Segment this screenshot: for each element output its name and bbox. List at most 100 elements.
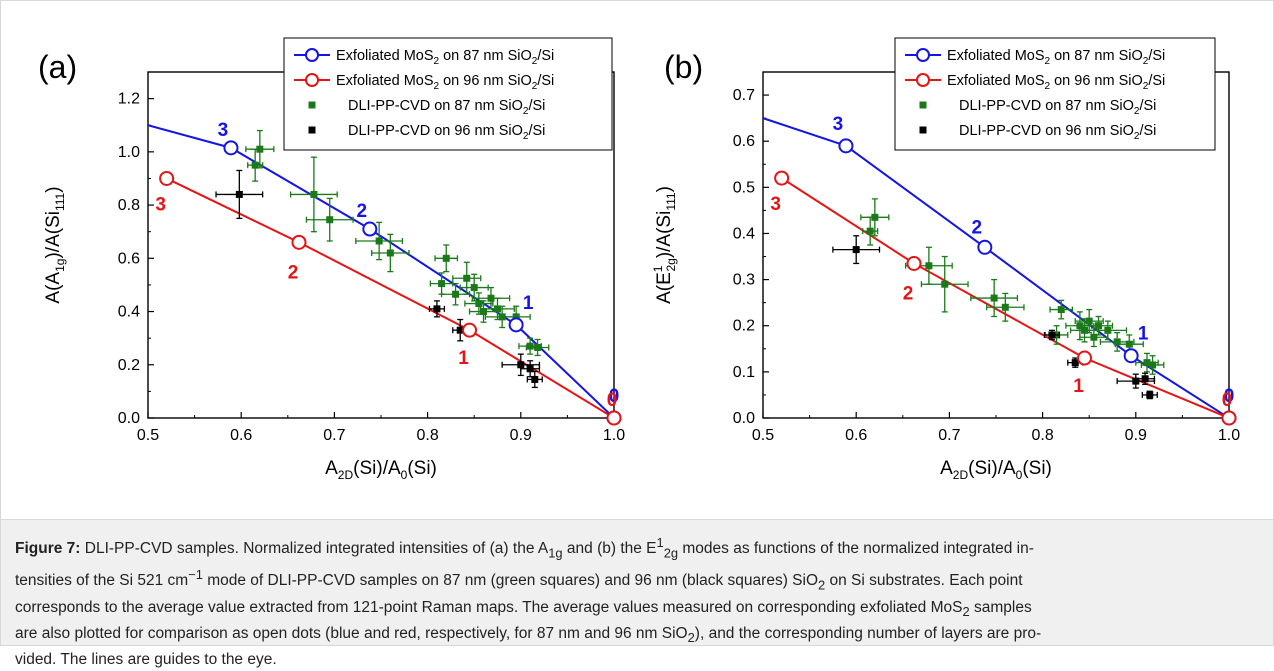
y-tick-label: 0.0 <box>118 410 140 427</box>
legend-text-dli87: DLI-PP-CVD on 87 nm SiO2/Si <box>959 98 1156 117</box>
legend-sub: 2 <box>1143 81 1149 92</box>
x-tick-label: 0.7 <box>938 427 960 444</box>
dli87-point <box>438 280 446 288</box>
exf87-point <box>1123 348 1139 364</box>
y-label-sub: 111 <box>53 192 67 211</box>
exf96-layer-label: 0 <box>1222 390 1233 411</box>
y-tick-label: 0.5 <box>733 179 755 196</box>
exf96-layer-label: 3 <box>770 194 781 215</box>
dli96-point <box>433 305 441 313</box>
exf96-point <box>159 170 175 186</box>
dli87-point <box>1143 359 1151 367</box>
caption-sub-3: 2 <box>818 577 826 593</box>
dli87-point <box>442 254 450 262</box>
x-label-sub: 2D <box>338 468 354 482</box>
exf96-point <box>291 234 307 250</box>
exf87-layer-label: 3 <box>218 120 229 141</box>
y-label-part: ) <box>654 186 675 192</box>
legend-sub: 2 <box>1134 131 1140 142</box>
x-tick-label: 0.8 <box>416 427 438 444</box>
exf96-layer-label: 1 <box>1073 376 1084 397</box>
dli87-point <box>1076 322 1084 330</box>
legend-sub: 2 <box>1134 106 1140 117</box>
dli96-point <box>852 246 860 254</box>
legend-sub: 2 <box>523 106 529 117</box>
exf96-layer-label: 0 <box>607 390 618 411</box>
y-axis-label: A(A1g)/A(Si111) <box>43 186 67 303</box>
exf87-layer-label: 1 <box>523 293 534 314</box>
legend-part: /Si <box>528 98 545 114</box>
dli87-point <box>1081 326 1089 334</box>
caption-text-1: DLI-PP-CVD samples. Normalized integrate… <box>80 540 549 558</box>
dli96-point <box>1071 359 1079 367</box>
legend-part: /Si <box>1148 48 1165 64</box>
caption-sup-1: 1 <box>656 535 664 550</box>
y-tick-label: 0.4 <box>118 304 140 321</box>
dli87-point <box>251 161 259 169</box>
series-line-exf96 <box>781 177 1229 418</box>
y-label-part: A(E <box>654 272 675 304</box>
chart-panel-b: 0.5 0.6 0.7 0.8 0.9 1.0 0.0 0.1 0.2 0.3 0.4 0.5 0.6 0… <box>651 37 1240 482</box>
legend-part: Exfoliated MoS <box>336 48 434 64</box>
legend-part: Exfoliated MoS <box>947 73 1045 89</box>
exf87-layer-label: 2 <box>357 201 368 222</box>
y-label-sub: 2g <box>664 258 678 271</box>
legend-text-dli87: DLI-PP-CVD on 87 nm SiO2/Si <box>348 98 545 117</box>
x-axis-label: A2D(Si)/A0(Si) <box>325 458 437 482</box>
exf87-point <box>223 140 239 156</box>
legend-part: Exfoliated MoS <box>947 48 1045 64</box>
dli87-point <box>866 227 874 235</box>
y-tick-label: 0.1 <box>733 364 755 381</box>
dli96-point <box>235 190 243 198</box>
legend-text-exf87: Exfoliated MoS2 on 87 nm SiO2/Si <box>336 48 554 67</box>
legend-marker-dli87 <box>308 101 316 109</box>
dli87-point <box>470 284 478 292</box>
dli87-point <box>990 294 998 302</box>
legend-part: Exfoliated MoS <box>336 73 434 89</box>
caption-text-5: on Si substrates. Each point <box>825 572 1023 590</box>
x-tick-label: 0.8 <box>1031 427 1053 444</box>
legend-part: on 96 nm SiO <box>1050 73 1143 89</box>
chart-panel-a: 0.5 0.6 0.7 0.8 0.9 1.0 0.0 0.2 0.4 0.6 0.8 1.0 1.2 (… <box>38 37 625 482</box>
charts-svg: 0.5 0.6 0.7 0.8 0.9 1.0 0.0 0.2 0.4 0.6 0.8 1.0 1.2 (… <box>38 37 1240 482</box>
legend-part: /Si <box>1139 123 1156 139</box>
exf96-point <box>606 410 622 426</box>
caption-sub-5: 2 <box>687 629 695 645</box>
exf87-point <box>362 221 378 237</box>
legend-text-dli96: DLI-PP-CVD on 96 nm SiO2/Si <box>959 123 1156 142</box>
x-tick-label: 1.0 <box>603 427 625 444</box>
x-tick-label: 0.7 <box>323 427 345 444</box>
caption-figure-label: Figure 7: <box>15 540 81 558</box>
legend-sub: 2 <box>532 56 538 67</box>
x-tick-label: 0.5 <box>137 427 159 444</box>
exf96-point <box>1077 350 1093 366</box>
caption-line-4: are also plotted for comparison as open … <box>15 624 688 642</box>
legend-sub: 2 <box>434 81 440 92</box>
y-tick-label: 0.0 <box>733 410 755 427</box>
exf87-layer-label: 3 <box>833 114 844 135</box>
legend-text-exf96: Exfoliated MoS2 on 96 nm SiO2/Si <box>947 73 1165 92</box>
panel-label: (b) <box>664 49 703 85</box>
legend-text-dli96: DLI-PP-CVD on 96 nm SiO2/Si <box>348 123 545 142</box>
dli96-point <box>456 326 464 334</box>
legend-box <box>894 37 1216 151</box>
legend-part: /Si <box>1148 73 1165 89</box>
series-lines <box>148 124 614 418</box>
y-tick-label: 0.6 <box>733 133 755 150</box>
dli87-point <box>1085 317 1093 325</box>
legend-sub: 2 <box>1045 56 1051 67</box>
exf87-layer-label: 0 <box>609 386 620 407</box>
dli87-point <box>941 280 949 288</box>
x-label-sub: 0 <box>1016 468 1023 482</box>
legend-sub: 2 <box>523 131 529 142</box>
exf87-point <box>838 138 854 154</box>
x-tick-label: 0.9 <box>510 427 532 444</box>
dli96-point <box>526 365 534 373</box>
exf87-layer-label: 1 <box>1138 324 1149 345</box>
exf87-point <box>508 317 524 333</box>
caption-text-4: mode of DLI-PP-CVD samples on 87 nm (gre… <box>202 572 818 590</box>
caption-text-3: modes as functions of the normalized int… <box>678 540 1034 558</box>
y-label-part: )/A(Si <box>43 211 64 259</box>
exf96-point <box>906 255 922 271</box>
